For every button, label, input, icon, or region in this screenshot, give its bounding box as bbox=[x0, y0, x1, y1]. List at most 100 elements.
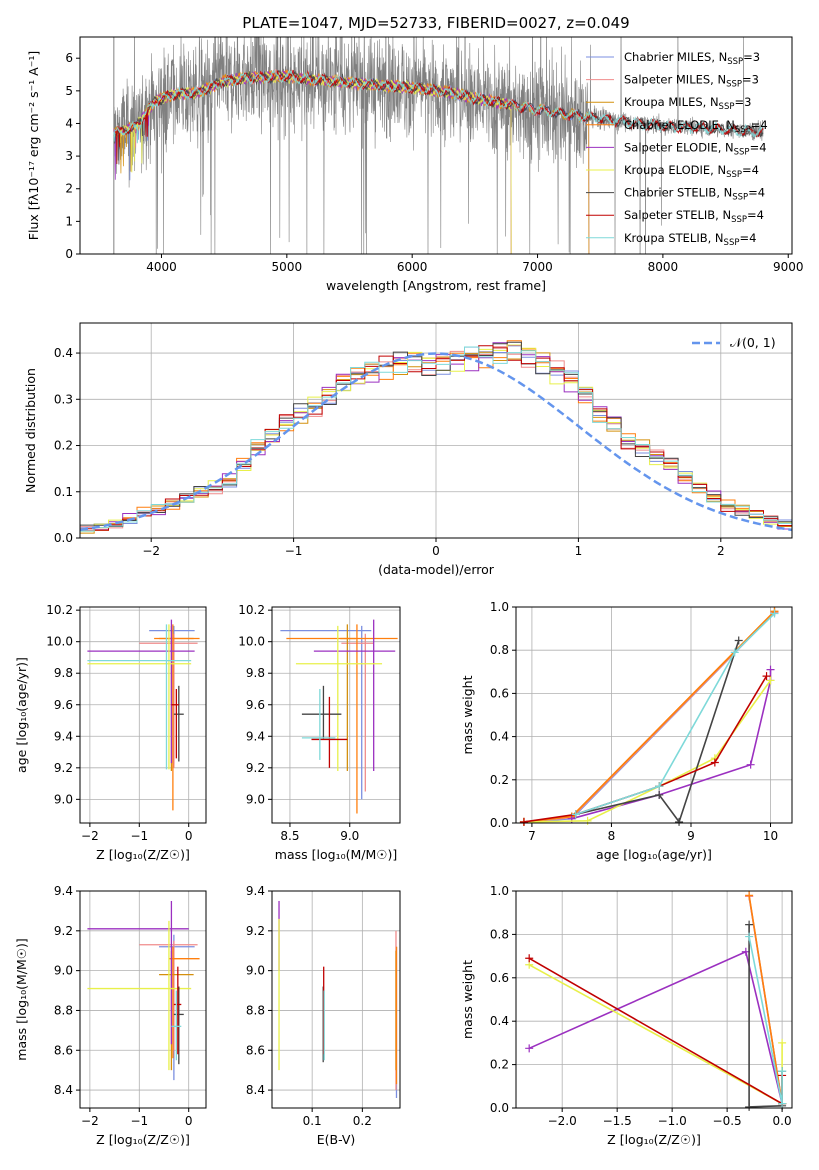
y-tick-label: 1 bbox=[65, 214, 73, 228]
y-tick-label: 8.8 bbox=[54, 1003, 73, 1017]
weight-marker bbox=[525, 954, 534, 963]
y-tick-label: 9.0 bbox=[54, 792, 73, 806]
weight-line-chabrier_stelib bbox=[575, 640, 740, 824]
x-tick-label: −2 bbox=[142, 544, 160, 558]
weight-marker bbox=[766, 676, 775, 685]
legend-label: Kroupa MILES, NSSP=3 bbox=[624, 95, 751, 112]
axes-frame bbox=[271, 890, 401, 1109]
y-axis-label: age [log₁₀(age/yr)] bbox=[14, 657, 29, 773]
x-tick-label: −0.5 bbox=[713, 1114, 742, 1128]
x-tick-label: −1.5 bbox=[603, 1114, 632, 1128]
x-tick-label: 0.0 bbox=[773, 1114, 792, 1128]
y-tick-label: 0.0 bbox=[54, 531, 73, 545]
weight-marker bbox=[746, 760, 755, 769]
axes-age_vs_mass: 8.5 9.0 9.0 9.2 9.4 9.6 9.8 10.0 10.2 mass [log₁₀… bbox=[238, 603, 401, 862]
weight-line-kroupa_elodie bbox=[523, 679, 772, 823]
y-axis-label: Flux [fλ10⁻¹⁷ erg cm⁻² s⁻¹ A⁻¹] bbox=[26, 51, 41, 240]
x-tick-label: −1 bbox=[130, 1114, 148, 1128]
weight-marker bbox=[525, 1044, 534, 1053]
normal-distribution-curve bbox=[80, 352, 792, 532]
axes-frame bbox=[515, 890, 793, 1109]
weight-marker bbox=[710, 758, 719, 767]
weight-marker bbox=[745, 932, 754, 941]
weight-marker bbox=[571, 810, 580, 819]
y-tick-label: 0.0 bbox=[490, 1101, 509, 1115]
x-tick-label: −2.0 bbox=[548, 1114, 577, 1128]
y-tick-label: 9.2 bbox=[246, 924, 265, 938]
y-tick-label: 0.4 bbox=[490, 1014, 509, 1028]
errorbar-chabrier_stelib bbox=[301, 685, 342, 740]
x-tick-label: −1 bbox=[285, 544, 303, 558]
legend-label: Chabrier ELODIE, NSSP=4 bbox=[624, 118, 768, 135]
errorbar-kroupa_elodie bbox=[87, 920, 192, 1071]
y-tick-label: 8.4 bbox=[246, 1083, 265, 1097]
x-tick-label: 5000 bbox=[272, 260, 303, 274]
weight-marker bbox=[778, 1099, 787, 1108]
weight-line-kroupa_stelib bbox=[748, 936, 783, 1104]
axes-weight_vs_Z: −2.0 −1.5 −1.0 −0.5 0.0 0.0 0.2 0.4 0.6 0.8 1.0 Z [… bbox=[460, 884, 793, 1147]
x-axis-label: Z [log₁₀(Z/Z☉)] bbox=[96, 847, 190, 862]
x-tick-label: 9000 bbox=[773, 260, 804, 274]
y-axis-label: mass weight bbox=[460, 960, 475, 1039]
axes-frame bbox=[79, 36, 793, 255]
axes-age_vs_Z: −2 −1 0 9.0 9.2 9.4 9.6 9.8 10.0 10.2 Z [log₁₀(Z/Z… bbox=[14, 603, 207, 862]
weight-marker bbox=[655, 782, 664, 791]
plot-area-mass_vs_Z bbox=[87, 900, 200, 1081]
y-tick-label: 0.8 bbox=[490, 927, 509, 941]
histogram-chabrier_stelib bbox=[80, 341, 792, 527]
plot-area-spectrum bbox=[113, 37, 764, 254]
y-tick-label: 1.0 bbox=[490, 600, 509, 614]
legend-label: Chabrier MILES, NSSP=3 bbox=[624, 50, 760, 67]
y-tick-label: 9.6 bbox=[246, 698, 265, 712]
y-tick-label: 4 bbox=[65, 116, 73, 130]
y-tick-label: 10.2 bbox=[46, 603, 73, 617]
weight-marker bbox=[519, 817, 528, 826]
plot-area-residuals bbox=[80, 340, 792, 534]
plot-layer: 4000 5000 6000 7000 8000 90000123456wavelengt… bbox=[14, 36, 804, 1147]
errorbar-salpeter_stelib bbox=[173, 966, 182, 1055]
legend-label: Chabrier STELIB, NSSP=4 bbox=[624, 186, 765, 203]
axes-residuals: −2 −1 0 1 2 0.0 0.1 0.2 0.3 0.4 (data-model)/error… bbox=[23, 322, 793, 577]
x-tick-label: −2 bbox=[81, 1114, 99, 1128]
x-tick-label: 8000 bbox=[648, 260, 679, 274]
legend-label: Kroupa ELODIE, NSSP=4 bbox=[624, 163, 759, 180]
x-axis-label: wavelength [Angstrom, rest frame] bbox=[326, 278, 546, 293]
errorbar-chabrier_miles bbox=[280, 625, 372, 800]
figure-title: PLATE=1047, MJD=52733, FIBERID=0027, z=0… bbox=[242, 14, 629, 32]
y-tick-label: 9.8 bbox=[246, 666, 265, 680]
legend-label: Kroupa STELIB, NSSP=4 bbox=[624, 231, 756, 248]
weight-marker bbox=[778, 1038, 787, 1047]
x-tick-label: 8.5 bbox=[280, 829, 299, 843]
weight-line-salpeter_elodie bbox=[528, 950, 783, 1104]
legend-label: Salpeter MILES, NSSP=3 bbox=[624, 73, 759, 90]
x-tick-label: 0 bbox=[432, 544, 440, 558]
legend-label: Salpeter ELODIE, NSSP=4 bbox=[624, 140, 767, 157]
x-tick-label: 6000 bbox=[397, 260, 428, 274]
histogram-salpeter_elodie bbox=[80, 342, 792, 532]
x-tick-label: 0.2 bbox=[353, 1114, 372, 1128]
weight-line-salpeter_elodie bbox=[571, 669, 772, 820]
errorbar-salpeter_stelib bbox=[171, 688, 179, 759]
y-tick-label: 0.6 bbox=[490, 686, 509, 700]
y-tick-label: 8.8 bbox=[246, 1003, 265, 1017]
y-tick-label: 0.4 bbox=[490, 730, 509, 744]
y-tick-label: 9.6 bbox=[54, 698, 73, 712]
plot-area-age_vs_mass bbox=[280, 619, 398, 814]
y-tick-label: 9.8 bbox=[54, 666, 73, 680]
y-tick-label: 0.8 bbox=[490, 643, 509, 657]
y-tick-label: 0.1 bbox=[54, 485, 73, 499]
weight-marker bbox=[675, 817, 684, 826]
y-tick-label: 0.0 bbox=[490, 816, 509, 830]
x-tick-label: 4000 bbox=[146, 260, 177, 274]
errorbar-salpeter_elodie bbox=[87, 900, 189, 1045]
x-tick-label: 9.0 bbox=[340, 829, 359, 843]
weight-marker bbox=[745, 1102, 754, 1111]
axes-weight_vs_age: 7 8 9 10 0.0 0.2 0.4 0.6 0.8 1.0 age [log₁₀(age/yr… bbox=[460, 600, 793, 862]
errorbar-salpeter_stelib bbox=[311, 696, 348, 768]
y-tick-label: 10.0 bbox=[46, 635, 73, 649]
x-axis-label: E(B-V) bbox=[317, 1132, 356, 1147]
y-tick-label: 3 bbox=[65, 149, 73, 163]
weight-marker bbox=[762, 672, 771, 681]
errorbar-kroupa_stelib bbox=[301, 688, 336, 760]
weight-marker bbox=[770, 609, 779, 618]
